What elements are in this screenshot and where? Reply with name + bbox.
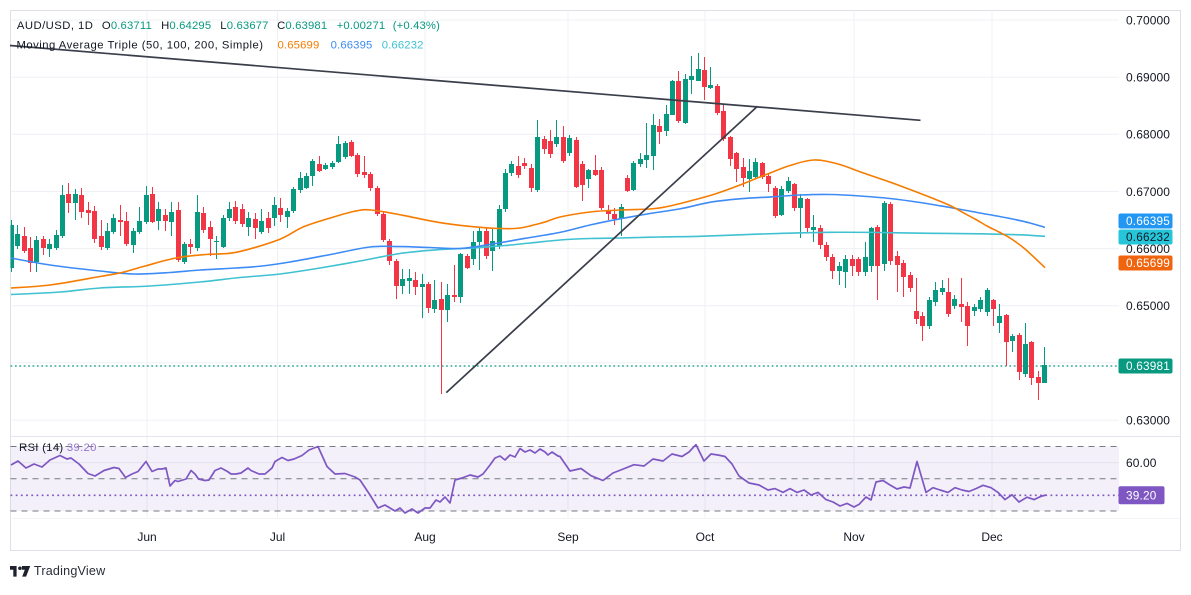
svg-text:0.63981: 0.63981 [1126,359,1170,373]
svg-text:0.68000: 0.68000 [1126,128,1170,142]
svg-text:Oct: Oct [696,530,715,544]
svg-text:Sep: Sep [557,530,579,544]
svg-text:0.66232: 0.66232 [1126,230,1170,244]
svg-text:Nov: Nov [843,530,864,544]
svg-text:0.65000: 0.65000 [1126,299,1170,313]
svg-text:60.00: 60.00 [1126,456,1157,470]
svg-text:Moving Average Triple (50, 100: Moving Average Triple (50, 100, 200, Sim… [17,39,424,51]
svg-text:Jul: Jul [270,530,285,544]
svg-text:RSI (14) 39.20: RSI (14) 39.20 [19,442,97,454]
svg-text:39.20: 39.20 [1126,489,1157,503]
svg-text:0.66000: 0.66000 [1126,242,1170,256]
svg-text:0.70000: 0.70000 [1126,13,1170,27]
svg-text:0.63000: 0.63000 [1126,413,1170,427]
svg-text:Dec: Dec [981,530,1002,544]
svg-text:0.67000: 0.67000 [1126,185,1170,199]
svg-text:Aug: Aug [414,530,435,544]
svg-text:0.69000: 0.69000 [1126,71,1170,85]
svg-text:TradingView: TradingView [34,564,106,578]
svg-text:0.65699: 0.65699 [1126,256,1170,270]
svg-text:0.66395: 0.66395 [1126,214,1170,228]
svg-text:Jun: Jun [137,530,156,544]
